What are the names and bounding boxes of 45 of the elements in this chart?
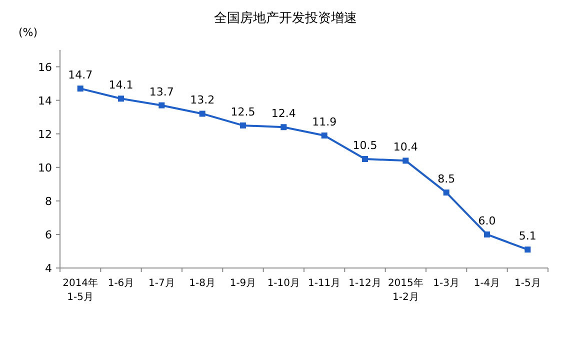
y-tick-label: 8 <box>45 194 52 208</box>
point <box>240 122 246 128</box>
y-tick-label: 14 <box>38 94 52 108</box>
data-label: 11.9 <box>312 116 337 129</box>
data-label: 13.2 <box>190 94 215 107</box>
data-label: 10.5 <box>352 139 378 152</box>
data-label: 13.7 <box>149 85 174 98</box>
data-label: 12.5 <box>230 105 256 118</box>
x-tick-label: 1-11月 <box>308 278 341 289</box>
x-tick-label: 2015年 1-2月 <box>388 277 424 303</box>
point <box>524 246 531 253</box>
data-label: 8.5 <box>438 172 456 186</box>
x-tick-label: 1-4月 <box>474 278 500 289</box>
data-label: 12.4 <box>271 107 296 120</box>
point <box>402 158 409 164</box>
data-label: 5.1 <box>518 230 536 243</box>
y-tick-label: 16 <box>38 60 52 74</box>
x-tick-label: 1-8月 <box>189 278 216 289</box>
point <box>321 132 328 139</box>
x-tick-label: 1-9月 <box>230 278 256 289</box>
data-label: 14.7 <box>68 68 93 82</box>
x-tick-label: 2014年 1-5月 <box>62 277 98 303</box>
point <box>118 96 124 102</box>
x-tick-label: 1-12月 <box>348 278 382 289</box>
chart-title: 全国房地产开发投资增速 <box>214 10 357 26</box>
y-axis-title: (%) <box>18 26 38 39</box>
data-label: 6.0 <box>478 214 496 228</box>
y-tick-label: 4 <box>45 262 52 275</box>
y-tick-label: 10 <box>38 161 52 174</box>
point <box>77 86 84 92</box>
point <box>362 156 368 162</box>
x-tick-label: 1-6月 <box>108 278 134 289</box>
point <box>158 102 165 108</box>
point <box>443 190 450 196</box>
x-tick-label: 1-3月 <box>433 278 460 289</box>
x-tick-label: 1-7月 <box>148 278 175 289</box>
y-tick-label: 12 <box>38 128 52 141</box>
data-label: 10.4 <box>393 140 418 154</box>
x-tick-label: 1-10月 <box>267 278 300 289</box>
x-tick-label: 1-5月 <box>514 278 541 289</box>
point <box>484 231 490 238</box>
point <box>280 124 287 130</box>
y-tick-label: 6 <box>45 228 52 242</box>
point <box>199 110 206 117</box>
data-label: 14.1 <box>108 78 134 92</box>
